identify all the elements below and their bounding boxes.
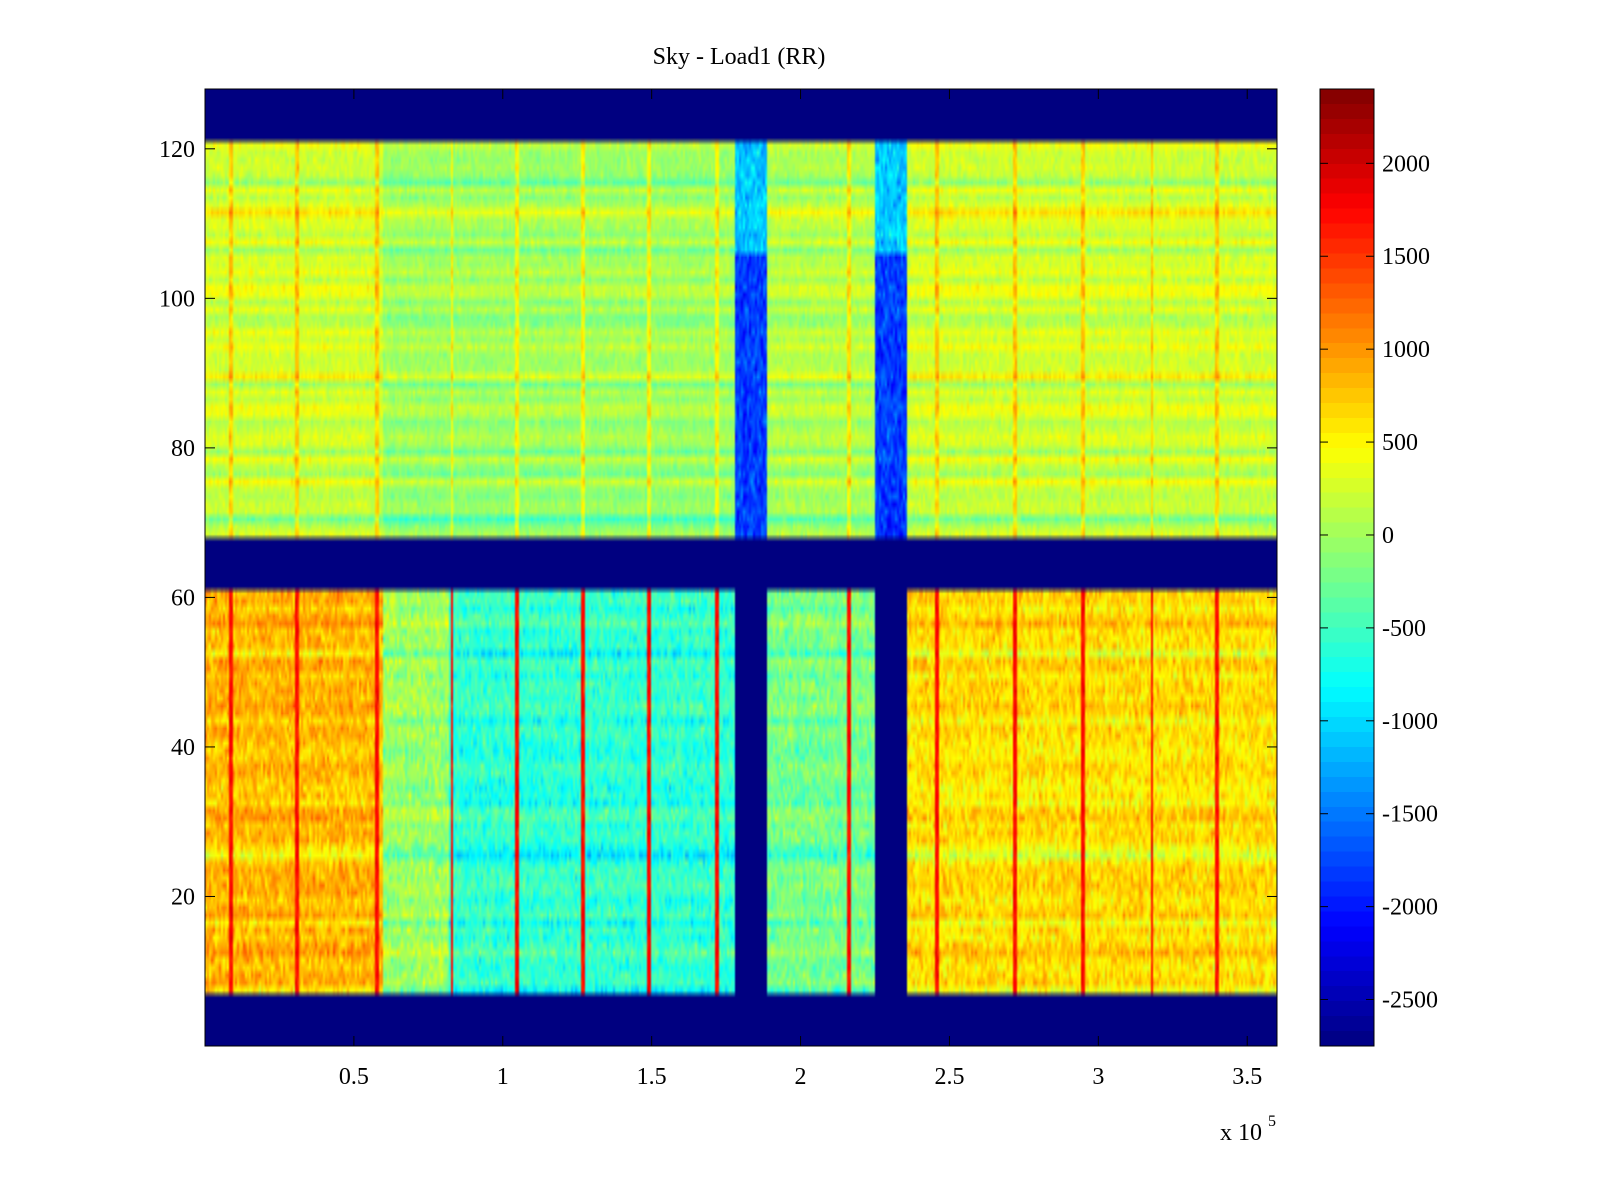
colorbar-tick-label: 2000	[1382, 151, 1430, 177]
colorbar-tick-label: 1500	[1382, 244, 1430, 270]
x-axis-multiplier-exponent: 5	[1268, 1113, 1276, 1130]
colorbar-tick-label: 0	[1382, 523, 1394, 549]
y-tick-label: 80	[171, 436, 195, 462]
heatmap-plot-area	[204, 88, 1278, 1047]
x-axis-multiplier: x 10	[1220, 1120, 1262, 1146]
colorbar-tick-label: -2500	[1382, 988, 1438, 1014]
y-tick-label: 40	[171, 735, 195, 761]
colorbar-tick-label: 1000	[1382, 337, 1430, 363]
colorbar-gradient	[1320, 89, 1374, 1046]
x-tick-label: 0.5	[339, 1064, 369, 1090]
colorbar-ticks: 2000 1500 1000 500 0 -500 -1000 -1500 -2000 -2500	[1320, 151, 1438, 1014]
colorbar-tick-label: -500	[1382, 616, 1426, 642]
x-tick-label: 1.5	[637, 1064, 667, 1090]
colorbar-tick-label: -1000	[1382, 709, 1438, 735]
y-axis: 20 40 60 80 100 120	[159, 137, 1277, 910]
y-tick-label: 100	[159, 286, 195, 312]
colorbar-tick-label: 500	[1382, 430, 1418, 456]
chart-title: Sky - Load1 (RR)	[653, 44, 826, 70]
y-tick-label: 60	[171, 585, 195, 611]
colorbar-tick-label: -1500	[1382, 802, 1438, 828]
x-tick-label: 1	[497, 1064, 509, 1090]
x-tick-label: 2	[795, 1064, 807, 1090]
heatmap-image	[205, 89, 1277, 1046]
y-tick-label: 120	[159, 137, 195, 163]
colorbar: 2000 1500 1000 500 0 -500 -1000 -1500 -2000 -2500	[1319, 88, 1438, 1047]
colorbar-frame	[1319, 88, 1375, 1047]
x-tick-label: 3.5	[1232, 1064, 1262, 1090]
y-tick-label: 20	[171, 884, 195, 910]
x-axis: 0.5 1 1.5 2 2.5 3 3.5	[339, 89, 1262, 1090]
x-tick-label: 2.5	[934, 1064, 964, 1090]
x-tick-label: 3	[1092, 1064, 1104, 1090]
plot-frame	[204, 88, 1278, 1047]
colorbar-tick-label: -2000	[1382, 895, 1438, 921]
